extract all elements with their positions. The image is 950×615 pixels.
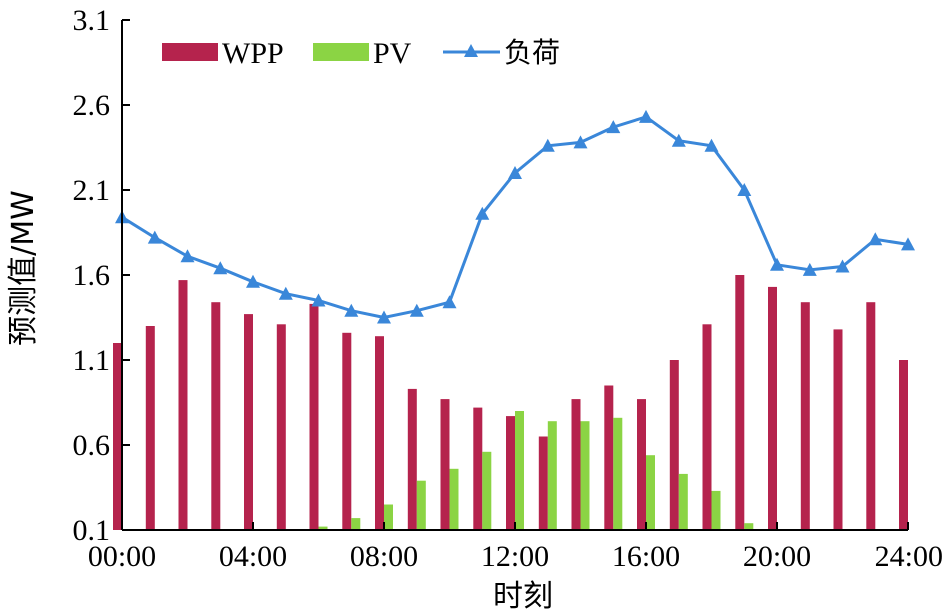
pv-bar xyxy=(646,455,655,530)
wpp-bar xyxy=(735,275,745,530)
load-point xyxy=(475,206,490,220)
wpp-bar xyxy=(473,407,483,530)
x-tick-label: 08:00 xyxy=(350,540,418,573)
pv-bar xyxy=(678,473,688,530)
load-point xyxy=(639,109,653,123)
x-tick-label: 00:00 xyxy=(88,540,156,573)
load-point xyxy=(835,259,850,273)
y-tick-label: 3.1 xyxy=(73,4,111,37)
y-tick-label: 2.1 xyxy=(73,174,111,207)
load-point xyxy=(573,135,588,149)
wpp-bar xyxy=(669,360,679,530)
pv-bar xyxy=(449,468,459,530)
wpp-bar xyxy=(375,336,384,530)
pv-bar xyxy=(384,504,393,530)
load-point xyxy=(147,230,162,244)
load-point xyxy=(671,133,686,147)
legend-wpp-swatch xyxy=(162,43,218,61)
wpp-bar xyxy=(113,343,122,530)
y-axis-title: 预测值/MW xyxy=(6,190,41,346)
wpp-bar xyxy=(800,302,810,530)
wpp-bar xyxy=(571,399,581,530)
load-point xyxy=(704,138,719,152)
load-point xyxy=(409,303,424,317)
x-tick-label: 16:00 xyxy=(612,540,680,573)
load-point xyxy=(278,286,293,300)
wpp-bar xyxy=(276,324,286,530)
wpp-bar xyxy=(211,302,221,530)
pv-bar xyxy=(711,490,721,530)
load-point xyxy=(180,249,195,263)
pv-bar xyxy=(580,421,590,530)
wpp-bar xyxy=(342,332,352,530)
y-tick-label: 1.1 xyxy=(73,344,111,377)
pv-bar xyxy=(613,417,623,530)
wpp-bar xyxy=(309,303,319,530)
load-line xyxy=(121,115,909,320)
x-tick-label: 24:00 xyxy=(875,540,943,573)
pv-bar xyxy=(744,523,754,530)
wpp-bar xyxy=(833,329,843,530)
load-point xyxy=(802,262,817,276)
legend-wpp-label: WPP xyxy=(222,37,284,70)
load-point xyxy=(246,274,260,288)
legend-load-label: 负荷 xyxy=(504,36,560,69)
wpp-bar xyxy=(538,436,548,530)
load-line-group xyxy=(115,109,915,324)
load-point xyxy=(311,293,326,307)
load-point xyxy=(540,138,555,152)
load-point xyxy=(606,120,621,134)
load-point xyxy=(442,295,457,309)
y-tick-label: 2.6 xyxy=(73,89,111,122)
x-axis-title: 时刻 xyxy=(493,579,553,614)
wpp-bar xyxy=(604,385,614,530)
x-tick-label: 20:00 xyxy=(743,540,811,573)
load-point xyxy=(377,310,391,324)
y-tick-label: 1.6 xyxy=(73,259,111,292)
y-tick-label: 0.6 xyxy=(73,429,111,462)
x-tick-label: 12:00 xyxy=(481,540,549,573)
pv-bar xyxy=(547,421,557,530)
wpp-bar xyxy=(407,388,417,530)
wpp-bar xyxy=(145,326,155,530)
load-point xyxy=(770,257,784,271)
load-point xyxy=(868,232,883,246)
load-point xyxy=(213,261,228,275)
wpp-bar xyxy=(768,286,777,530)
wpp-bar xyxy=(637,399,646,530)
wpp-bar xyxy=(702,324,712,530)
pv-bar-group xyxy=(318,411,754,530)
wpp-bar xyxy=(899,360,908,530)
load-point xyxy=(508,166,522,179)
axes: 0.1 0.6 1.1 1.6 2.1 2.6 3.1 00:00 04:00 08:00 12:0… xyxy=(73,4,944,573)
wpp-bar xyxy=(178,280,188,530)
x-tick-label: 04:00 xyxy=(219,540,287,573)
pv-bar xyxy=(482,451,492,530)
wpp-bar xyxy=(506,416,515,530)
y-tick-label: 0.1 xyxy=(73,514,111,547)
legend: WPP PV 负荷 xyxy=(162,36,560,70)
legend-pv-label: PV xyxy=(373,37,412,70)
wpp-bar-group xyxy=(113,275,908,530)
pv-bar xyxy=(318,526,328,530)
legend-load-marker xyxy=(464,44,478,57)
pv-bar xyxy=(416,480,426,530)
legend-pv-swatch xyxy=(313,43,369,61)
load-point xyxy=(901,237,915,251)
load-point xyxy=(737,183,752,196)
load-point xyxy=(344,303,359,317)
pv-bar xyxy=(351,518,361,530)
pv-bar xyxy=(515,411,524,530)
wpp-bar xyxy=(244,314,253,530)
wpp-bar xyxy=(440,399,450,530)
wpp-bar xyxy=(866,302,876,530)
